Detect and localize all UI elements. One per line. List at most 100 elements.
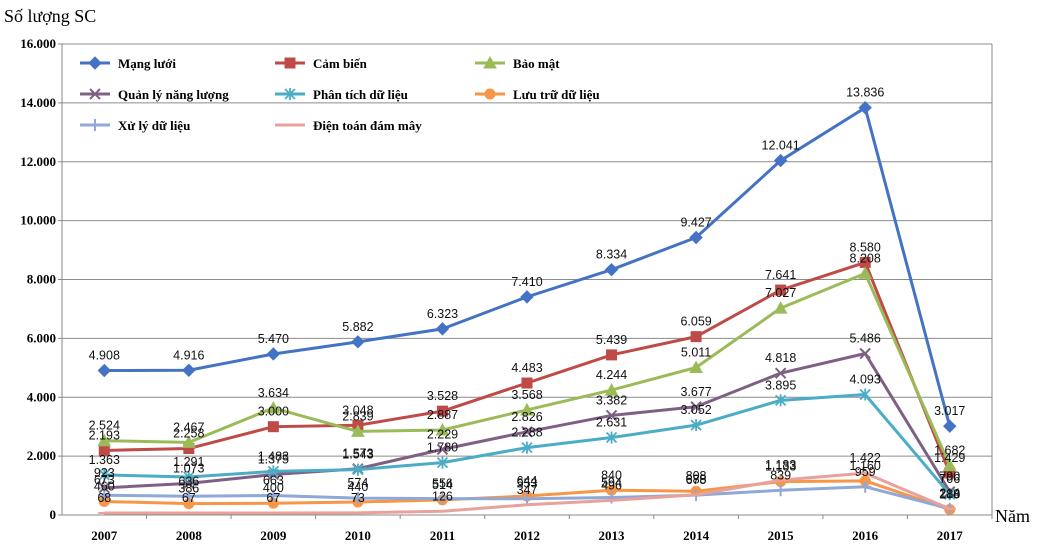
data-point [775,284,787,296]
data-point [605,409,618,422]
data-label: 840 [601,468,622,482]
data-point [774,394,787,407]
data-label: 6.059 [680,315,711,329]
data-label: 1.073 [173,461,204,475]
data-label: 1.483 [258,449,289,463]
data-point [351,492,364,505]
data-label: 644 [517,474,538,488]
data-point [267,421,279,433]
legend: Mạng lưới Cảm biến Bảo mật Quản lý năng lượ… [80,55,600,133]
data-label: 553 [517,477,538,491]
data-label: 5.486 [850,332,881,346]
data-label: 514 [432,478,453,492]
data-label: 2.839 [342,409,373,423]
legend-marker [483,55,497,69]
data-label: 67 [182,491,196,505]
data-point [604,383,619,396]
data-label: 8.208 [850,251,881,265]
data-point [858,266,873,279]
y-tick-label: 14.000 [20,95,56,110]
y-tick-label: 0 [50,507,57,522]
data-label: 706 [939,472,960,486]
legend-item: Mạng lưới [80,56,176,71]
data-label: 5.011 [681,345,711,359]
data-point [689,230,703,245]
data-label: 2.229 [427,427,458,441]
data-point [773,301,788,314]
data-point [521,492,533,505]
data-label: 13.836 [846,86,884,100]
data-label: 673 [94,473,115,487]
data-label: 5.439 [596,333,627,347]
x-tick-label: 2008 [176,528,203,543]
data-label: 4.916 [173,348,204,362]
legend-marker [284,57,296,69]
legend-item: Cảm biến [275,56,368,71]
data-label: 574 [347,476,368,490]
data-label: 4.483 [511,361,542,375]
data-label: 386 [178,482,199,496]
series-layer [97,100,957,515]
data-label: 4.908 [89,349,120,363]
data-label: 347 [517,483,538,497]
x-tick-label: 2009 [260,528,287,543]
data-label: 1.573 [342,447,373,461]
data-label: 2.258 [173,427,204,441]
data-label: 2.631 [596,416,627,430]
data-label: 6.323 [427,307,458,321]
data-labels: 4.908 4.916 5.470 5.882 6.323 7.410 8.334 9.427… [89,86,966,505]
data-point [606,349,618,361]
data-label: 2.826 [511,410,542,424]
data-label: 3.895 [765,378,796,392]
data-point [436,443,449,456]
legend-marker [484,88,496,100]
data-point [521,441,533,454]
legend-item: Điện toán đám mây [275,118,422,133]
data-point [605,431,618,444]
data-label: 1.543 [342,448,373,462]
data-point [942,458,957,471]
data-label: 210 [939,487,960,501]
y-tick-label: 8.000 [27,272,56,287]
y-tick-label: 6.000 [27,330,56,345]
data-label: 7.641 [765,268,796,282]
data-label: 8.580 [850,240,881,254]
data-label: 188 [939,487,960,501]
x-tick-label: 2013 [599,528,626,543]
series-6 [98,480,956,515]
legend-item: Xử lý dữ liệu [80,118,190,133]
legend-marker [284,88,296,100]
data-label: 4.093 [850,373,881,387]
x-tick-label: 2016 [852,528,879,543]
data-label: 1.363 [89,453,120,467]
data-point [97,433,112,447]
gridlines [62,43,992,457]
data-point [435,322,450,336]
data-point [98,468,110,481]
data-label: 1.429 [934,451,965,465]
data-label: 400 [263,481,284,495]
legend-item: Lưu trữ dữ liệu [475,87,600,102]
data-label: 839 [770,468,791,482]
legend-label: Quản lý năng lượng [118,87,229,102]
data-label: 923 [94,466,115,480]
data-label: 5.882 [342,320,373,334]
x-tick-label: 2012 [514,528,540,543]
data-label: 790 [939,470,960,484]
data-label: 5.470 [258,332,289,346]
data-point [604,262,619,277]
x-tick-label: 2014 [683,528,710,543]
data-point [435,422,450,436]
series-1 [98,256,956,479]
data-label: 2.524 [89,419,120,433]
data-label: 4.244 [596,368,627,382]
data-label: 3.528 [427,389,458,403]
legend-label: Điện toán đám mây [313,118,422,133]
legend-label: Phân tích dữ liệu [313,87,408,102]
data-label: 440 [347,480,368,494]
data-point [182,490,195,503]
data-point [183,470,195,483]
axes: 0 2.000 4.000 6.000 8.000 10.000 12.000 14.000 1… [20,36,993,543]
data-point [436,492,449,505]
